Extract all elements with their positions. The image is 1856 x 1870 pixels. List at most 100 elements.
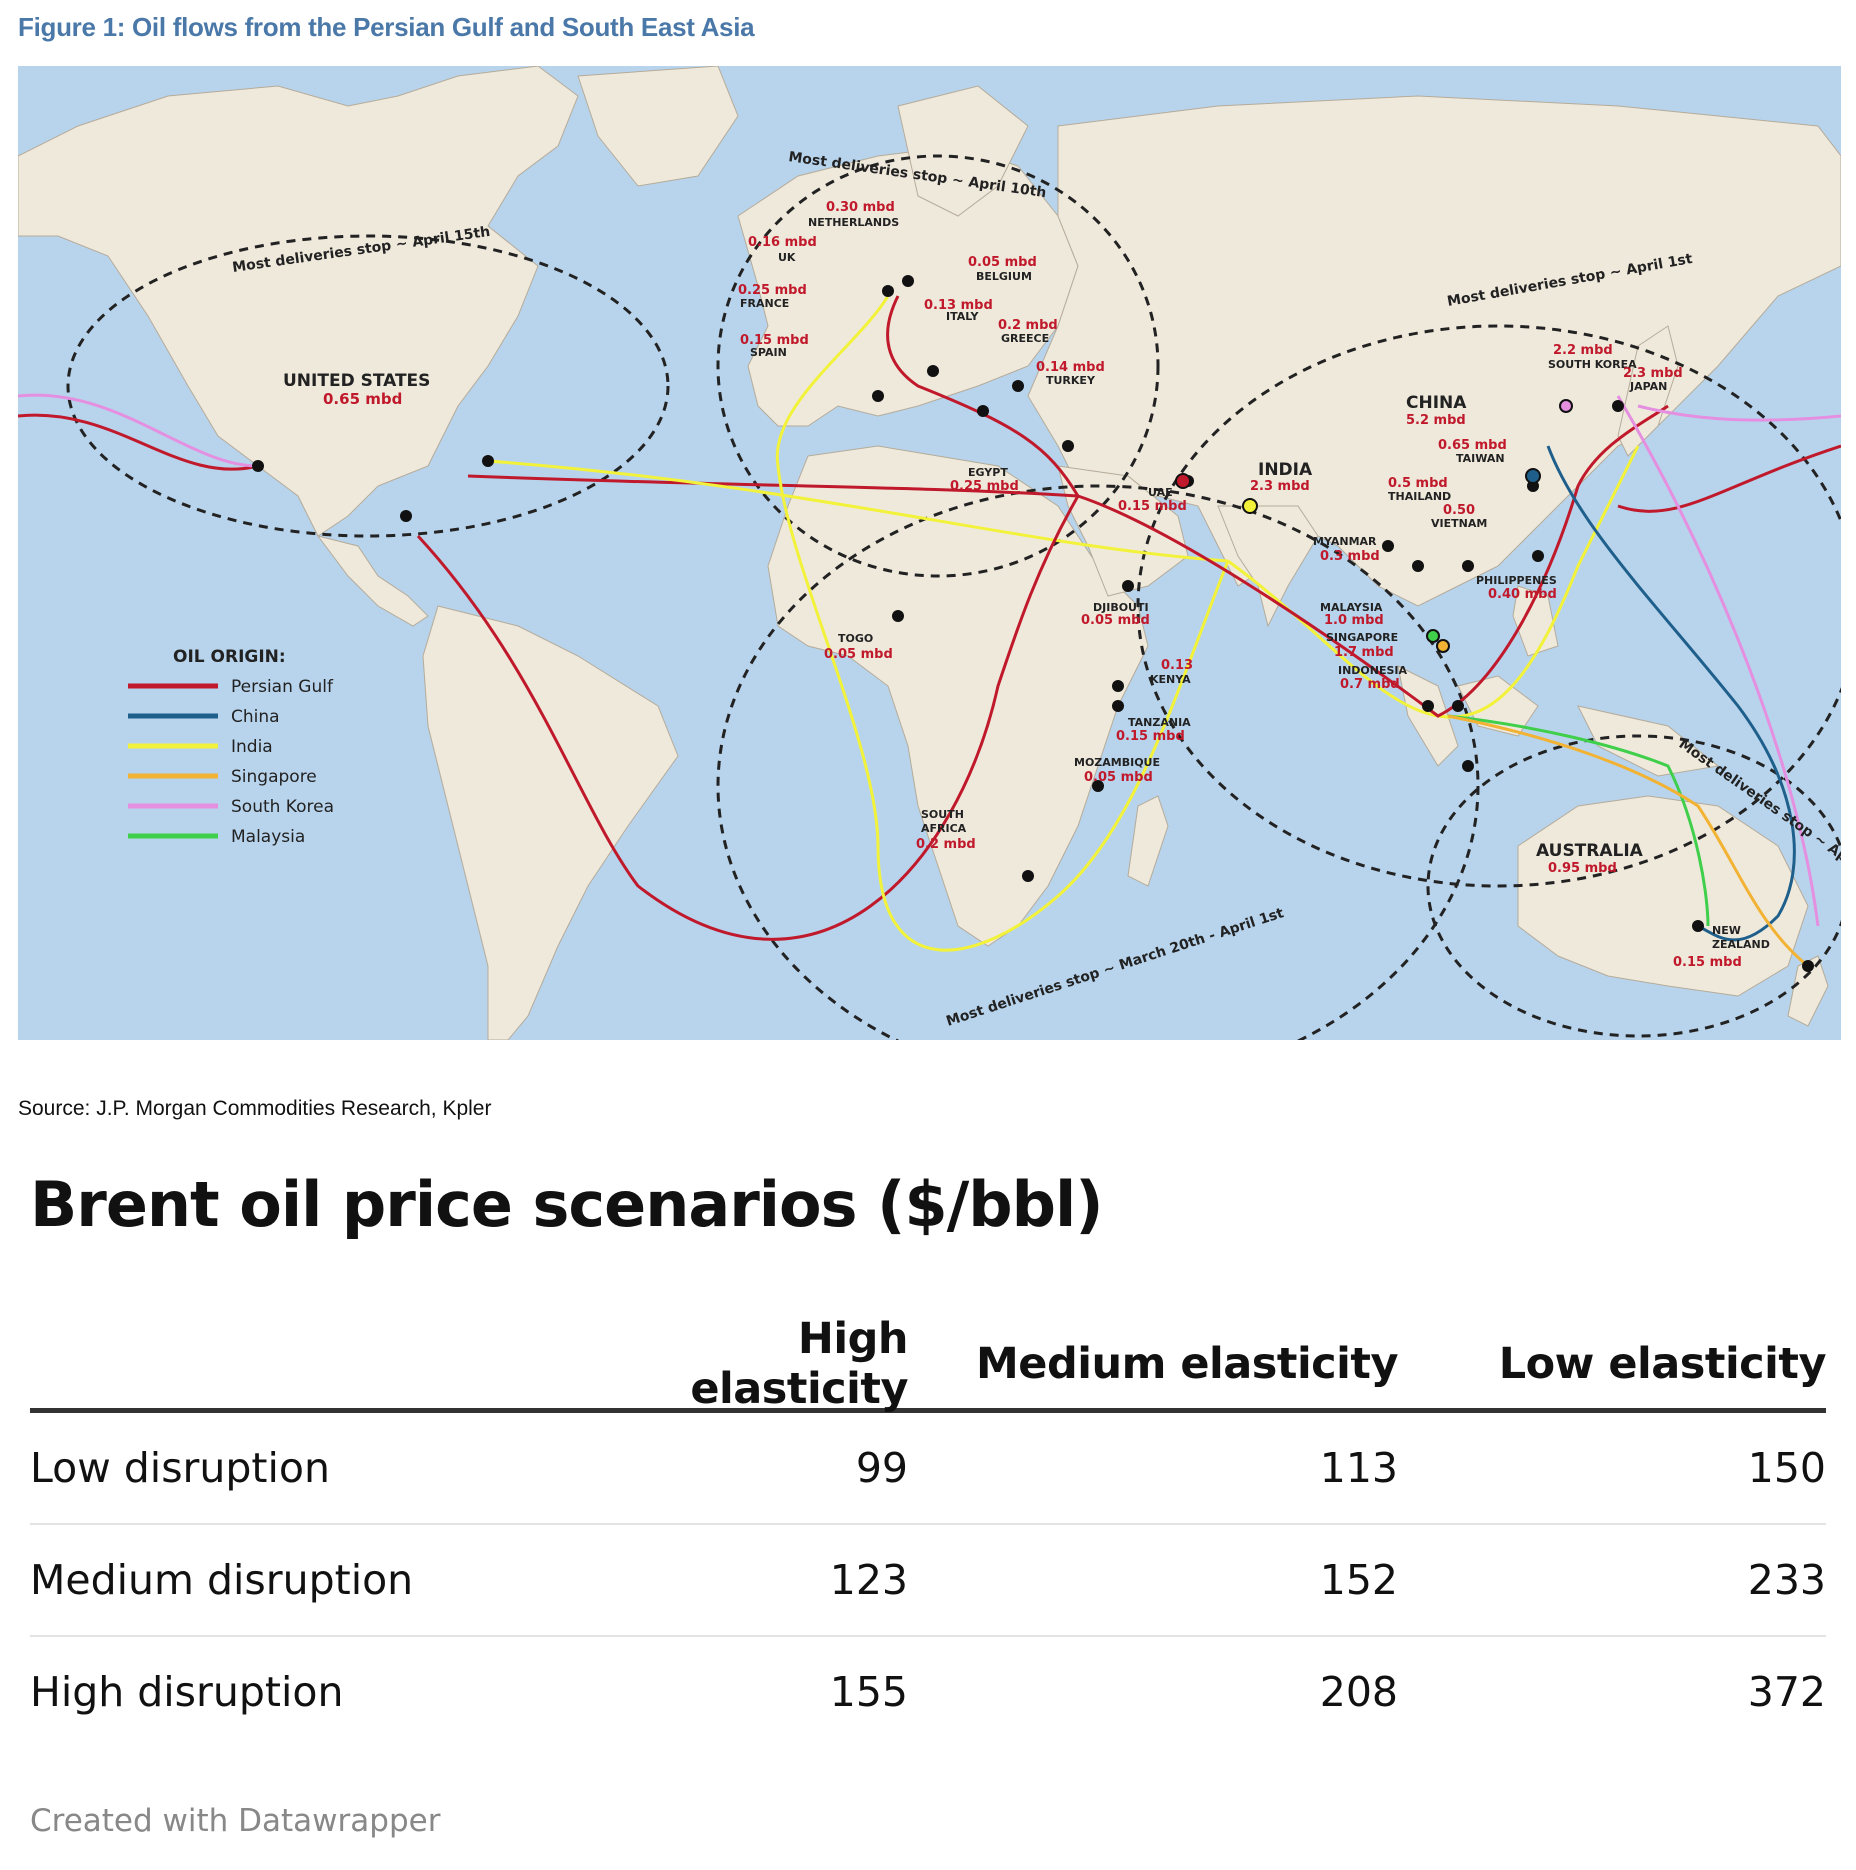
legend-label: Malaysia: [231, 827, 305, 847]
header-high-elasticity: High elasticity: [690, 1314, 908, 1414]
route-india-us: [487, 459, 1229, 563]
zone-circles: [66, 154, 1841, 1040]
label-spa-name: SPAIN: [750, 346, 787, 359]
zone-asia: [1136, 324, 1841, 888]
legend-label: Persian Gulf: [231, 677, 334, 697]
route-pg-east: [1617, 444, 1841, 513]
label-ph-name: PHILIPPENES: [1476, 574, 1557, 587]
label-neth-value: 0.30 mbd: [826, 200, 895, 215]
route-pg-pacific: [18, 413, 259, 471]
label-mm-value: 0.3 mbd: [1320, 549, 1380, 564]
table-row: Medium disruption 123 152 233: [30, 1525, 1826, 1637]
label-tg-value: 0.05 mbd: [824, 647, 893, 662]
label-tg-name: TOGO: [838, 632, 873, 645]
label-tz-value: 0.15 mbd: [1116, 729, 1185, 744]
malaysia-origin-dot: [1426, 629, 1440, 643]
cell-value: 372: [1747, 1668, 1826, 1716]
route-pg-europe: [886, 295, 1080, 497]
legend: OIL ORIGIN: Persian Gulf China India Singap…: [128, 647, 334, 847]
table-row: High disruption 155 208 372: [30, 1637, 1826, 1747]
label-mz-name: MOZAMBIQUE: [1074, 756, 1160, 769]
label-ita-name: ITALY: [946, 310, 980, 323]
label-ind-value: 2.3 mbd: [1250, 479, 1310, 494]
route-malaysia-aus: [1447, 714, 1710, 927]
legend-label: South Korea: [231, 797, 334, 817]
label-sk-name: SOUTH KOREA: [1548, 358, 1637, 371]
route-sk-pacific: [18, 393, 259, 468]
datawrapper-credit[interactable]: Created with Datawrapper: [30, 1803, 441, 1839]
label-spa-value: 0.15 mbd: [740, 333, 809, 348]
cell-value: 150: [1747, 1444, 1826, 1492]
zone-us: [66, 234, 670, 538]
legend-label: China: [231, 707, 280, 727]
label-us-name: UNITED STATES: [283, 371, 430, 391]
legend-title: OIL ORIGIN:: [173, 647, 286, 667]
sk-origin-dot: [1559, 399, 1573, 413]
label-fra-value: 0.25 mbd: [738, 283, 807, 298]
label-ph-value: 0.40 mbd: [1488, 587, 1557, 602]
label-uae-name: UAE: [1148, 486, 1173, 499]
label-bel-name: BELGIUM: [976, 270, 1032, 283]
table-row: Low disruption 99 113 150: [30, 1413, 1826, 1525]
label-th-name: THAILAND: [1388, 490, 1451, 503]
label-uk-name: UK: [778, 251, 796, 264]
row-label: High disruption: [30, 1668, 344, 1716]
route-india-europe: [775, 295, 1230, 952]
label-nz-name1: NEW: [1712, 924, 1741, 937]
place-labels: UNITED STATES 0.65 mbd 0.30 mbd NETHERLA…: [283, 200, 1770, 970]
label-fra-name: FRANCE: [740, 297, 789, 310]
label-sa-value: 0.2 mbd: [916, 837, 976, 852]
label-vn-name: VIETNAM: [1431, 517, 1487, 530]
label-tw-value: 0.65 mbd: [1438, 438, 1507, 453]
label-vn-value: 0.50: [1443, 503, 1475, 518]
label-sa-name2: AFRICA: [921, 822, 967, 835]
route-sk-nz: [1616, 395, 1820, 927]
label-gre-name: GREECE: [1001, 332, 1049, 345]
india-origin-dot: [1242, 498, 1258, 514]
label-jp-name: JAPAN: [1629, 380, 1667, 393]
zone-europe: [716, 154, 1160, 578]
label-uae-value: 0.15 mbd: [1118, 499, 1187, 514]
label-id-name: INDONESIA: [1338, 664, 1408, 677]
header-medium-elasticity: Medium elasticity: [976, 1339, 1398, 1389]
row-label: Medium disruption: [30, 1556, 414, 1604]
label-sa-name1: SOUTH: [921, 808, 964, 821]
label-uk-value: 0.16 mbd: [748, 235, 817, 250]
label-tur-value: 0.14 mbd: [1036, 360, 1105, 375]
uae-origin-dot: [1175, 473, 1191, 489]
route-singapore-nz: [1447, 714, 1809, 968]
land: [18, 66, 1841, 1040]
singapore-origin-dot: [1436, 639, 1450, 653]
label-chn-name: CHINA: [1406, 393, 1467, 413]
zone-africa: [716, 484, 1480, 1040]
label-egy-name: EGYPT: [968, 466, 1008, 479]
oil-flow-map: Most deliveries stop ~ April 15th Most d…: [18, 66, 1841, 1040]
label-jp-value: 2.3 mbd: [1623, 366, 1683, 381]
label-dj-value: 0.05 mbd: [1081, 613, 1150, 628]
cell-value: 123: [829, 1556, 908, 1604]
cell-value: 99: [855, 1444, 908, 1492]
route-pg-cape-americas: [416, 495, 1080, 941]
route-pg-asia: [1077, 404, 1669, 718]
label-sg-value: 1.7 mbd: [1334, 645, 1394, 660]
cell-value: 152: [1319, 1556, 1398, 1604]
label-id-value: 0.7 mbd: [1340, 677, 1400, 692]
label-us-value: 0.65 mbd: [323, 390, 402, 408]
label-neth-name: NETHERLANDS: [808, 216, 899, 229]
china-origin-dot: [1525, 468, 1541, 484]
label-bel-value: 0.05 mbd: [968, 255, 1037, 270]
label-tw-name: TAIWAN: [1456, 452, 1505, 465]
route-sk-east: [1637, 404, 1841, 422]
label-egy-value: 0.25 mbd: [950, 479, 1019, 494]
figure-title: Figure 1: Oil flows from the Persian Gul…: [18, 12, 755, 42]
label-chn-value: 5.2 mbd: [1406, 413, 1466, 428]
label-au-name: AUSTRALIA: [1536, 841, 1644, 861]
label-sk-value: 2.2 mbd: [1553, 343, 1613, 358]
cell-value: 208: [1319, 1668, 1398, 1716]
zone-australia: [1426, 734, 1841, 1038]
legend-label: Singapore: [231, 767, 317, 787]
label-my-value: 1.0 mbd: [1324, 613, 1384, 628]
label-ke-value: 0.13: [1161, 658, 1193, 673]
map-canvas: Most deliveries stop ~ April 15th Most d…: [18, 66, 1841, 1040]
label-sg-name: SINGAPORE: [1326, 631, 1398, 644]
